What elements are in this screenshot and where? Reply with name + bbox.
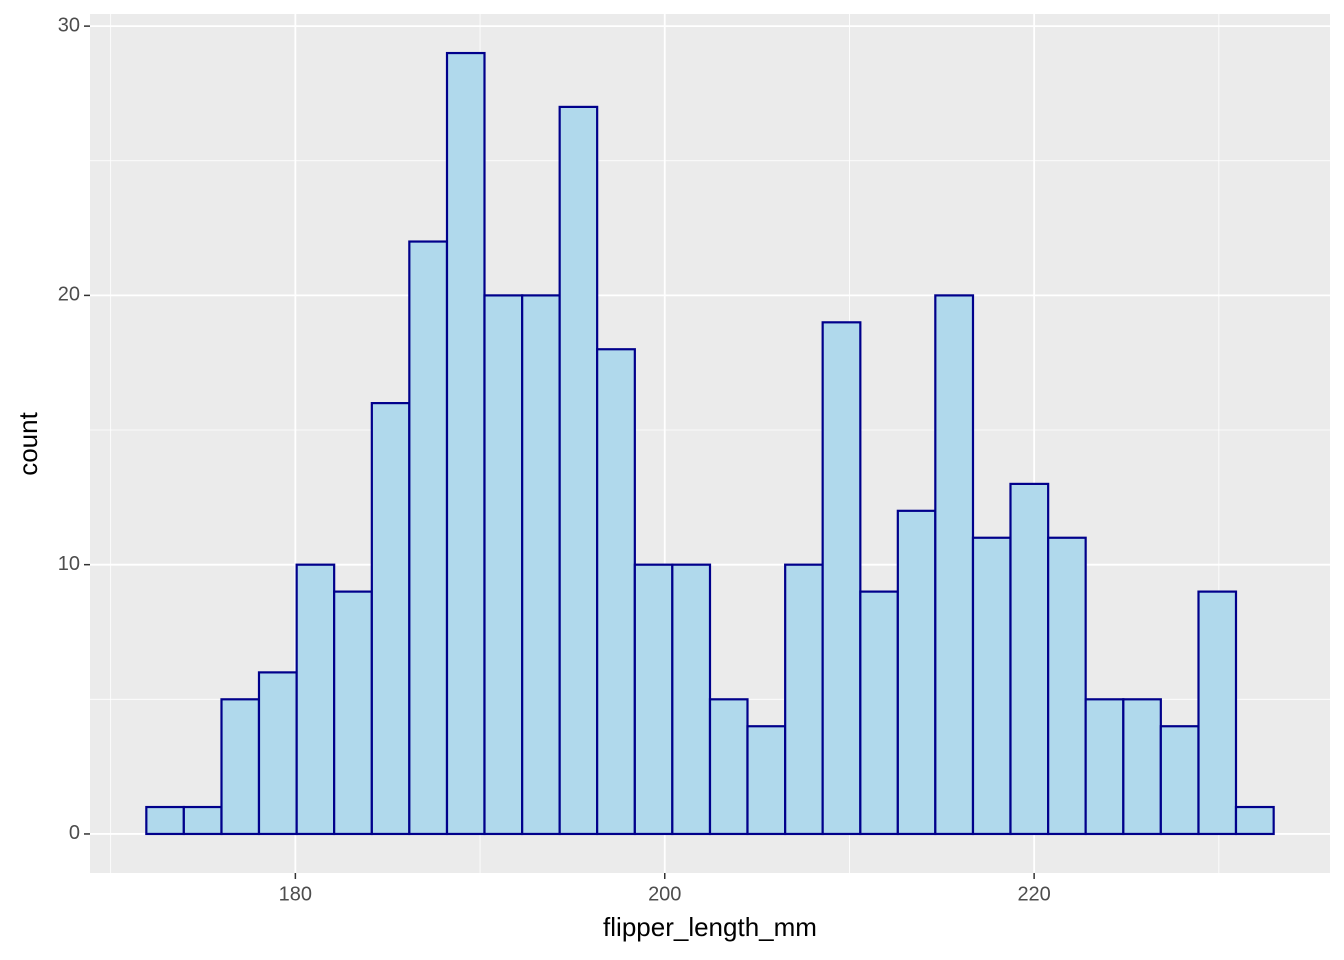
bar [1084, 698, 1125, 836]
x-axis-title: flipper_length_mm [603, 912, 817, 942]
bar [633, 563, 674, 836]
bar [934, 294, 975, 836]
bar [295, 563, 336, 836]
x-tick-label: 220 [1017, 883, 1050, 905]
y-tick-label: 20 [58, 284, 80, 306]
bar [1047, 536, 1087, 836]
bar [1159, 725, 1200, 836]
bar [708, 698, 749, 836]
y-tick-label: 30 [58, 14, 80, 36]
bar [1009, 482, 1050, 836]
bar [784, 563, 824, 836]
bar [1197, 590, 1238, 836]
bar [182, 805, 223, 836]
y-tick-label: 10 [58, 553, 80, 575]
bar [596, 348, 636, 836]
x-tick-label: 200 [648, 883, 681, 905]
bar [896, 509, 937, 836]
bar [370, 402, 411, 836]
bar [483, 294, 524, 836]
bar [671, 563, 712, 836]
bar [971, 536, 1012, 836]
bar [558, 105, 599, 836]
x-tick-label: 180 [279, 883, 312, 905]
bar [821, 321, 862, 836]
bar [145, 805, 185, 836]
bar [521, 294, 561, 836]
y-axis-title: count [13, 411, 43, 475]
bar [445, 51, 486, 836]
bar [408, 240, 449, 836]
bar [257, 671, 298, 836]
bar [859, 590, 899, 836]
bar [220, 698, 261, 836]
y-tick-label: 0 [69, 822, 80, 844]
bar [1122, 698, 1162, 836]
bar [1234, 805, 1275, 836]
bar [746, 725, 787, 836]
bar [333, 590, 373, 836]
